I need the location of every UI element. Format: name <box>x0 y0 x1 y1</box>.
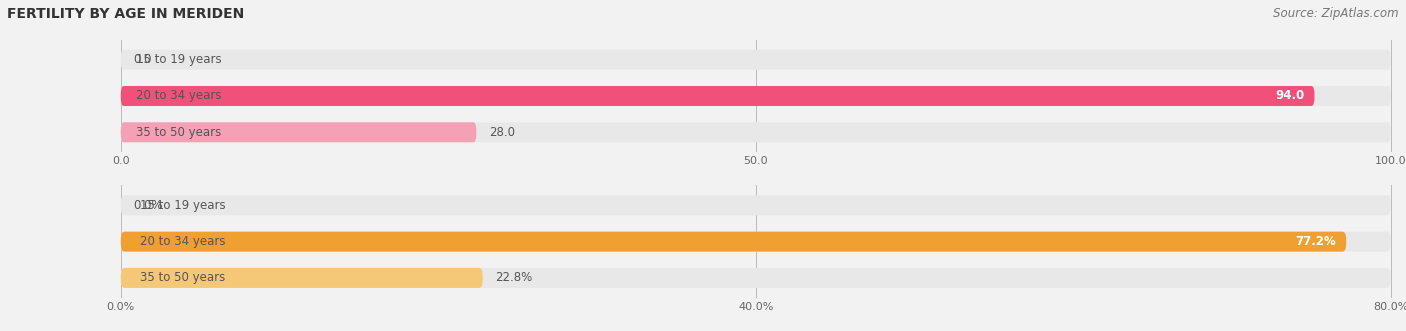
Text: 20 to 34 years: 20 to 34 years <box>136 89 222 103</box>
Text: 28.0: 28.0 <box>489 126 515 139</box>
Text: 0.0: 0.0 <box>134 53 152 66</box>
Text: 94.0: 94.0 <box>1275 89 1305 103</box>
Text: FERTILITY BY AGE IN MERIDEN: FERTILITY BY AGE IN MERIDEN <box>7 7 245 21</box>
FancyBboxPatch shape <box>121 268 482 288</box>
Text: 15 to 19 years: 15 to 19 years <box>136 53 222 66</box>
Text: 35 to 50 years: 35 to 50 years <box>136 126 221 139</box>
Text: 77.2%: 77.2% <box>1295 235 1336 248</box>
FancyBboxPatch shape <box>121 232 1346 252</box>
FancyBboxPatch shape <box>121 122 1391 142</box>
Text: 22.8%: 22.8% <box>495 271 533 284</box>
FancyBboxPatch shape <box>121 86 1391 106</box>
Text: 15 to 19 years: 15 to 19 years <box>139 199 225 212</box>
FancyBboxPatch shape <box>121 50 1391 70</box>
Text: Source: ZipAtlas.com: Source: ZipAtlas.com <box>1274 7 1399 20</box>
Text: 0.0%: 0.0% <box>134 199 163 212</box>
FancyBboxPatch shape <box>121 86 1315 106</box>
FancyBboxPatch shape <box>121 195 1391 215</box>
Text: 20 to 34 years: 20 to 34 years <box>139 235 225 248</box>
FancyBboxPatch shape <box>121 122 477 142</box>
Text: 35 to 50 years: 35 to 50 years <box>139 271 225 284</box>
FancyBboxPatch shape <box>121 268 1391 288</box>
FancyBboxPatch shape <box>121 232 1391 252</box>
